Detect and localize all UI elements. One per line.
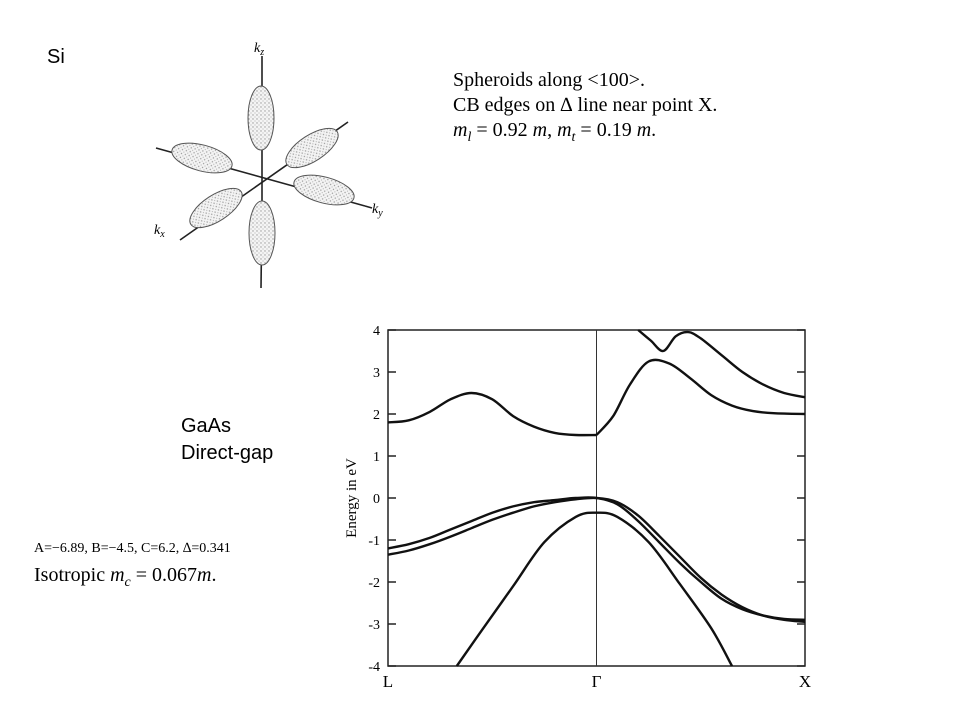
band-curve-1 <box>387 391 597 437</box>
gaas-isotropic-mass: Isotropic mc = 0.067m. <box>34 564 217 590</box>
y-tick-label: -2 <box>368 576 380 591</box>
spheroid-upper-right <box>285 127 339 169</box>
y-tick-label: 3 <box>373 366 380 381</box>
y-tick-label: 1 <box>373 450 380 465</box>
y-tick-label: 4 <box>373 324 380 339</box>
y-tick-label: -4 <box>368 660 380 675</box>
y-tick-label: -3 <box>368 618 380 633</box>
spheroid-top <box>247 85 275 151</box>
ky-label: ky <box>372 202 383 219</box>
spheroid-right <box>293 174 355 206</box>
spheroid-lower-left <box>189 187 243 229</box>
si-label: Si <box>47 46 65 68</box>
x-tick-label: Γ <box>592 672 602 691</box>
y-tick-label: 2 <box>373 408 380 423</box>
gaas-direct-gap: Direct-gap <box>181 442 274 464</box>
si-effective-mass-line: ml = 0.92 m, mt = 0.19 m. <box>453 119 657 145</box>
band-curve-6 <box>455 511 734 667</box>
band-curve-5 <box>387 496 806 624</box>
spheroid-left <box>171 142 233 174</box>
si-spheroids-line: Spheroids along <100>. <box>453 69 645 91</box>
x-tick-label: X <box>799 672 811 691</box>
y-tick-label: -1 <box>368 534 380 549</box>
gaas-band-structure-chart: 4 3 2 1 0 -1 -2 -3 -4 L Γ X Energy in eV <box>344 324 811 691</box>
x-tick-label: L <box>383 672 393 691</box>
kx-label: kx <box>154 223 165 240</box>
si-spheroids-diagram: kz ky kx <box>154 41 383 289</box>
y-tick-label: 0 <box>373 492 380 507</box>
band-curve-2 <box>595 358 806 436</box>
spheroid-bottom <box>248 200 276 266</box>
band-curve-3 <box>637 329 806 399</box>
gaas-title: GaAs <box>181 415 232 437</box>
si-description: Spheroids along <100>. CB edges on ∆ lin… <box>453 68 717 150</box>
y-axis-label: Energy in eV <box>344 458 360 538</box>
gaas-parameters: A=−6.89, B=−4.5, C=6.2, ∆=0.341 <box>34 541 231 556</box>
si-cb-edges-line: CB edges on ∆ line near point X. <box>453 94 718 116</box>
gaas-label: GaAs Direct-gap <box>181 413 273 467</box>
kz-label: kz <box>254 41 264 58</box>
